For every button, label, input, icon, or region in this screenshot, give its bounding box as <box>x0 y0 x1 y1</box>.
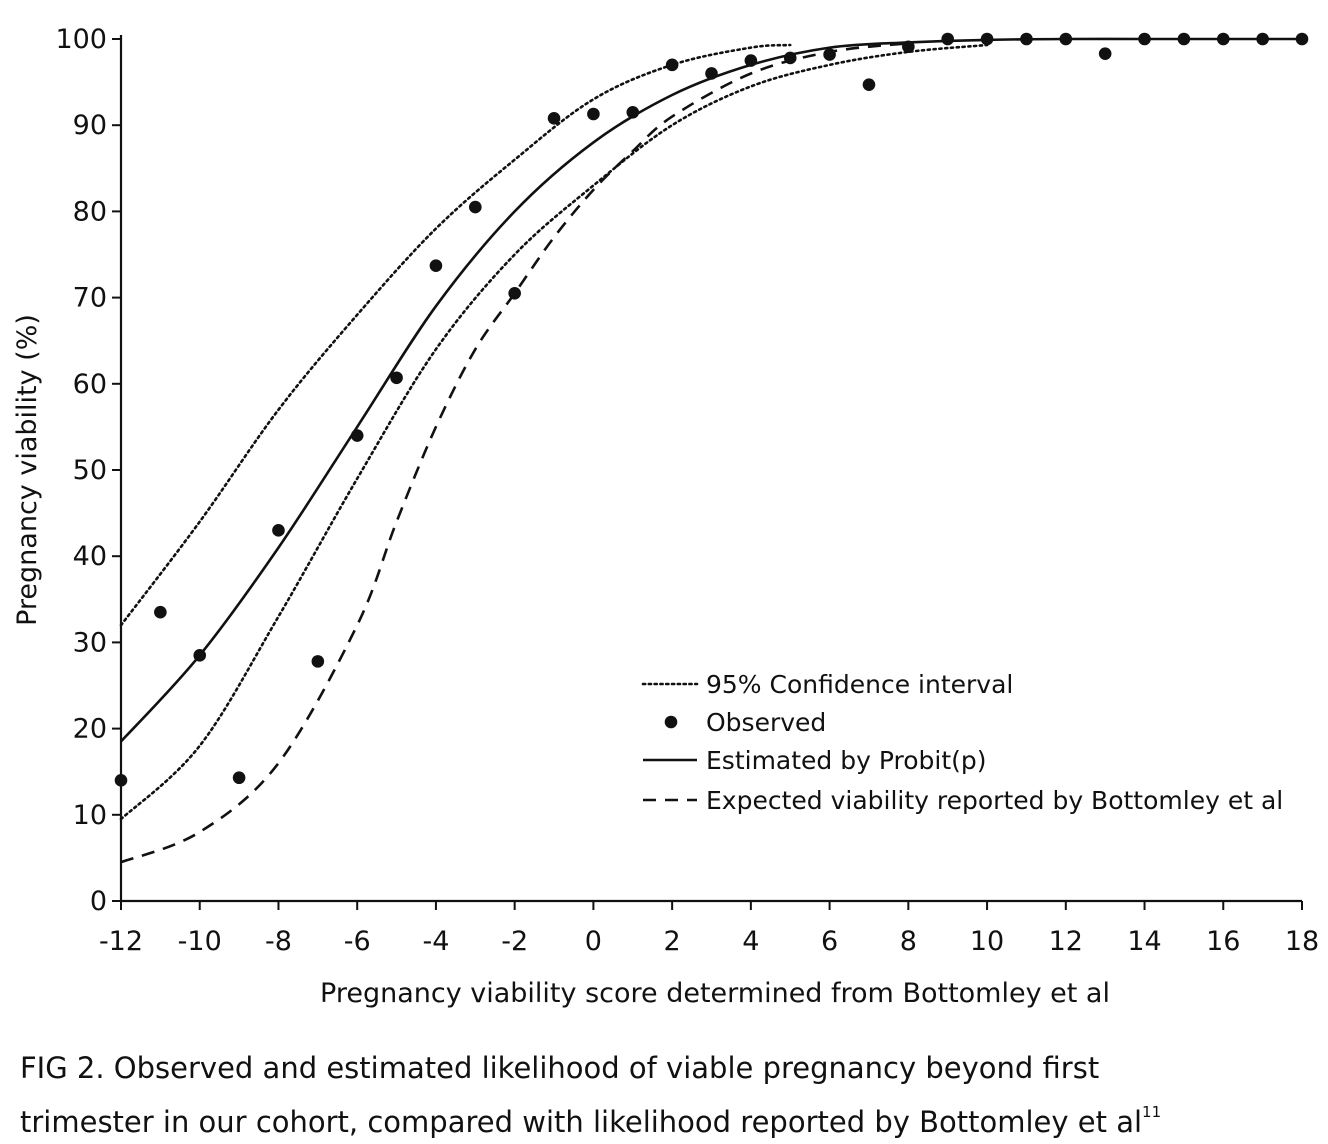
caption-line-1: FIG 2. Observed and estimated likelihood… <box>20 1051 1100 1085</box>
legend-marker-observed <box>664 715 678 729</box>
legend-label: Estimated by Probit(p) <box>706 746 987 775</box>
observed-point <box>429 259 443 273</box>
legend-label: Observed <box>706 708 826 737</box>
y-tick-label: 100 <box>55 24 107 55</box>
x-tick-label: -4 <box>422 926 449 957</box>
observed-point <box>272 524 285 537</box>
y-tick-label: 40 <box>73 541 107 572</box>
caption-reference-superscript: 11 <box>1142 1103 1162 1121</box>
y-tick-label: 0 <box>90 886 107 917</box>
x-tick-label: 6 <box>821 926 838 957</box>
caption-line-2-text: trimester in our cohort, compared with l… <box>20 1105 1143 1139</box>
y-tick-label: 50 <box>73 455 107 486</box>
legend-label: 95% Confidence interval <box>706 670 1013 699</box>
x-tick-label: 8 <box>900 926 917 957</box>
x-tick-label: 2 <box>664 926 681 957</box>
y-tick-label: 90 <box>73 110 107 141</box>
x-axis-title: Pregnancy viability score determined fro… <box>320 978 1110 1009</box>
caption-line-2: trimester in our cohort, compared with l… <box>20 1090 1320 1144</box>
x-tick-label: 12 <box>1049 926 1083 957</box>
observed-point <box>941 32 954 46</box>
estimated-by-probit-p-line-3 <box>120 37 1302 743</box>
x-tick-label: 14 <box>1127 926 1161 957</box>
observed-point <box>154 605 167 619</box>
x-tick-label: 4 <box>742 926 759 957</box>
x-tick-label: -8 <box>265 926 292 957</box>
x-tick-label: 10 <box>970 926 1004 957</box>
x-tick-label: -2 <box>501 926 528 957</box>
x-tick-label: 16 <box>1206 926 1240 957</box>
observed-point <box>1098 47 1112 60</box>
y-axis-title: Pregnancy viability (%) <box>12 314 43 626</box>
series-layer <box>114 32 1309 864</box>
observed-point <box>311 655 325 668</box>
axes: 0 10 20 30 40 50 60 70 80 90 100 -12 -10 -8 -6 -4 -2 0 2 4 6… <box>55 24 1319 957</box>
y-tick-label: 10 <box>73 800 107 831</box>
x-tick-label: -10 <box>178 926 222 957</box>
observed-point <box>114 774 128 787</box>
x-tick-label: -12 <box>99 926 143 957</box>
observed-point <box>665 58 679 72</box>
observed-point <box>547 112 561 125</box>
expected-viability-reported-by-bottomley-et-al-line-4 <box>120 42 909 864</box>
x-tick-label: -6 <box>344 926 371 957</box>
x-tick-label: 0 <box>585 926 602 957</box>
y-tick-label: 60 <box>73 369 107 400</box>
observed-point <box>390 371 403 385</box>
95-confidence-interval-line-0 <box>119 43 792 627</box>
legend: 95% Confidence interval Observed Estimated… <box>641 670 1283 815</box>
observed-point <box>232 771 246 785</box>
observed-point <box>469 200 482 214</box>
y-tick-label: 20 <box>73 714 107 745</box>
y-tick-label: 80 <box>73 196 107 227</box>
observed-point <box>862 78 876 91</box>
legend-label: Expected viability reported by Bottomley… <box>706 786 1283 815</box>
95-confidence-interval-line-1 <box>119 43 989 821</box>
x-tick-label: 18 <box>1285 926 1319 957</box>
observed-point <box>587 107 600 121</box>
figure-caption: FIG 2. Observed and estimated likelihood… <box>20 1046 1320 1144</box>
y-tick-label: 30 <box>73 627 107 658</box>
y-tick-label: 70 <box>73 283 107 314</box>
